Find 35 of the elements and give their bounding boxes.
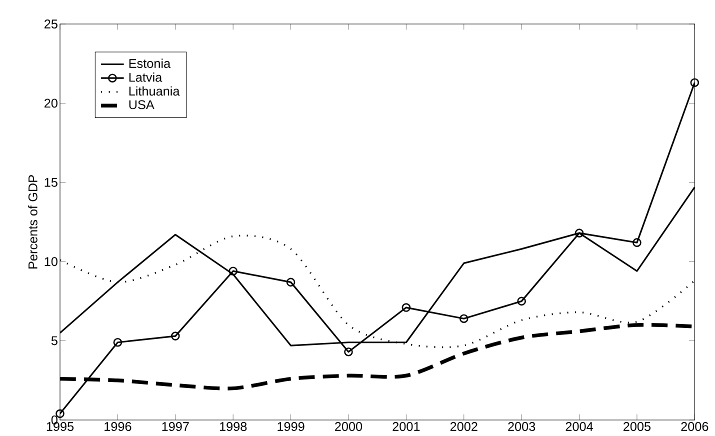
point — [517, 296, 526, 306]
x-tick-label: 2000 — [335, 422, 362, 431]
y-tick-label: 20 — [44, 98, 58, 108]
legend-label: Lithuania — [129, 86, 180, 96]
point — [228, 266, 238, 276]
point — [574, 228, 584, 238]
x-tick-label: 1998 — [220, 422, 247, 431]
legend-label: Latvia — [129, 72, 162, 82]
x-tick-label: 2003 — [508, 422, 536, 431]
x-tick-label: 2005 — [624, 422, 651, 431]
point — [632, 238, 642, 247]
y-tick-label: 0 — [51, 416, 58, 424]
y-tick-label: 25 — [44, 20, 58, 28]
point — [113, 338, 122, 347]
point — [286, 278, 296, 287]
point — [170, 332, 180, 340]
x-tick-label: 2004 — [566, 422, 593, 431]
y-tick-label: 15 — [44, 178, 58, 187]
x-tick-label: 2002 — [450, 422, 478, 431]
point — [56, 409, 64, 418]
x-tick-label: 1997 — [162, 422, 189, 431]
y-tick-label: 5 — [51, 336, 58, 346]
point — [402, 303, 411, 312]
x-tick-label: 1996 — [104, 422, 132, 431]
y-axis-title: Percents of GDP — [28, 175, 38, 268]
point — [459, 314, 468, 324]
point — [344, 347, 353, 356]
x-tick-label: 2006 — [681, 422, 708, 431]
point — [690, 78, 700, 88]
y-tick-label: 10 — [44, 257, 58, 266]
legend-label: USA — [129, 100, 154, 110]
x-tick-label: 1999 — [278, 422, 304, 431]
x-tick-label: 1995 — [46, 422, 74, 431]
x-tick-label: 2001 — [392, 422, 420, 431]
legend-label: Estonia — [129, 58, 171, 68]
